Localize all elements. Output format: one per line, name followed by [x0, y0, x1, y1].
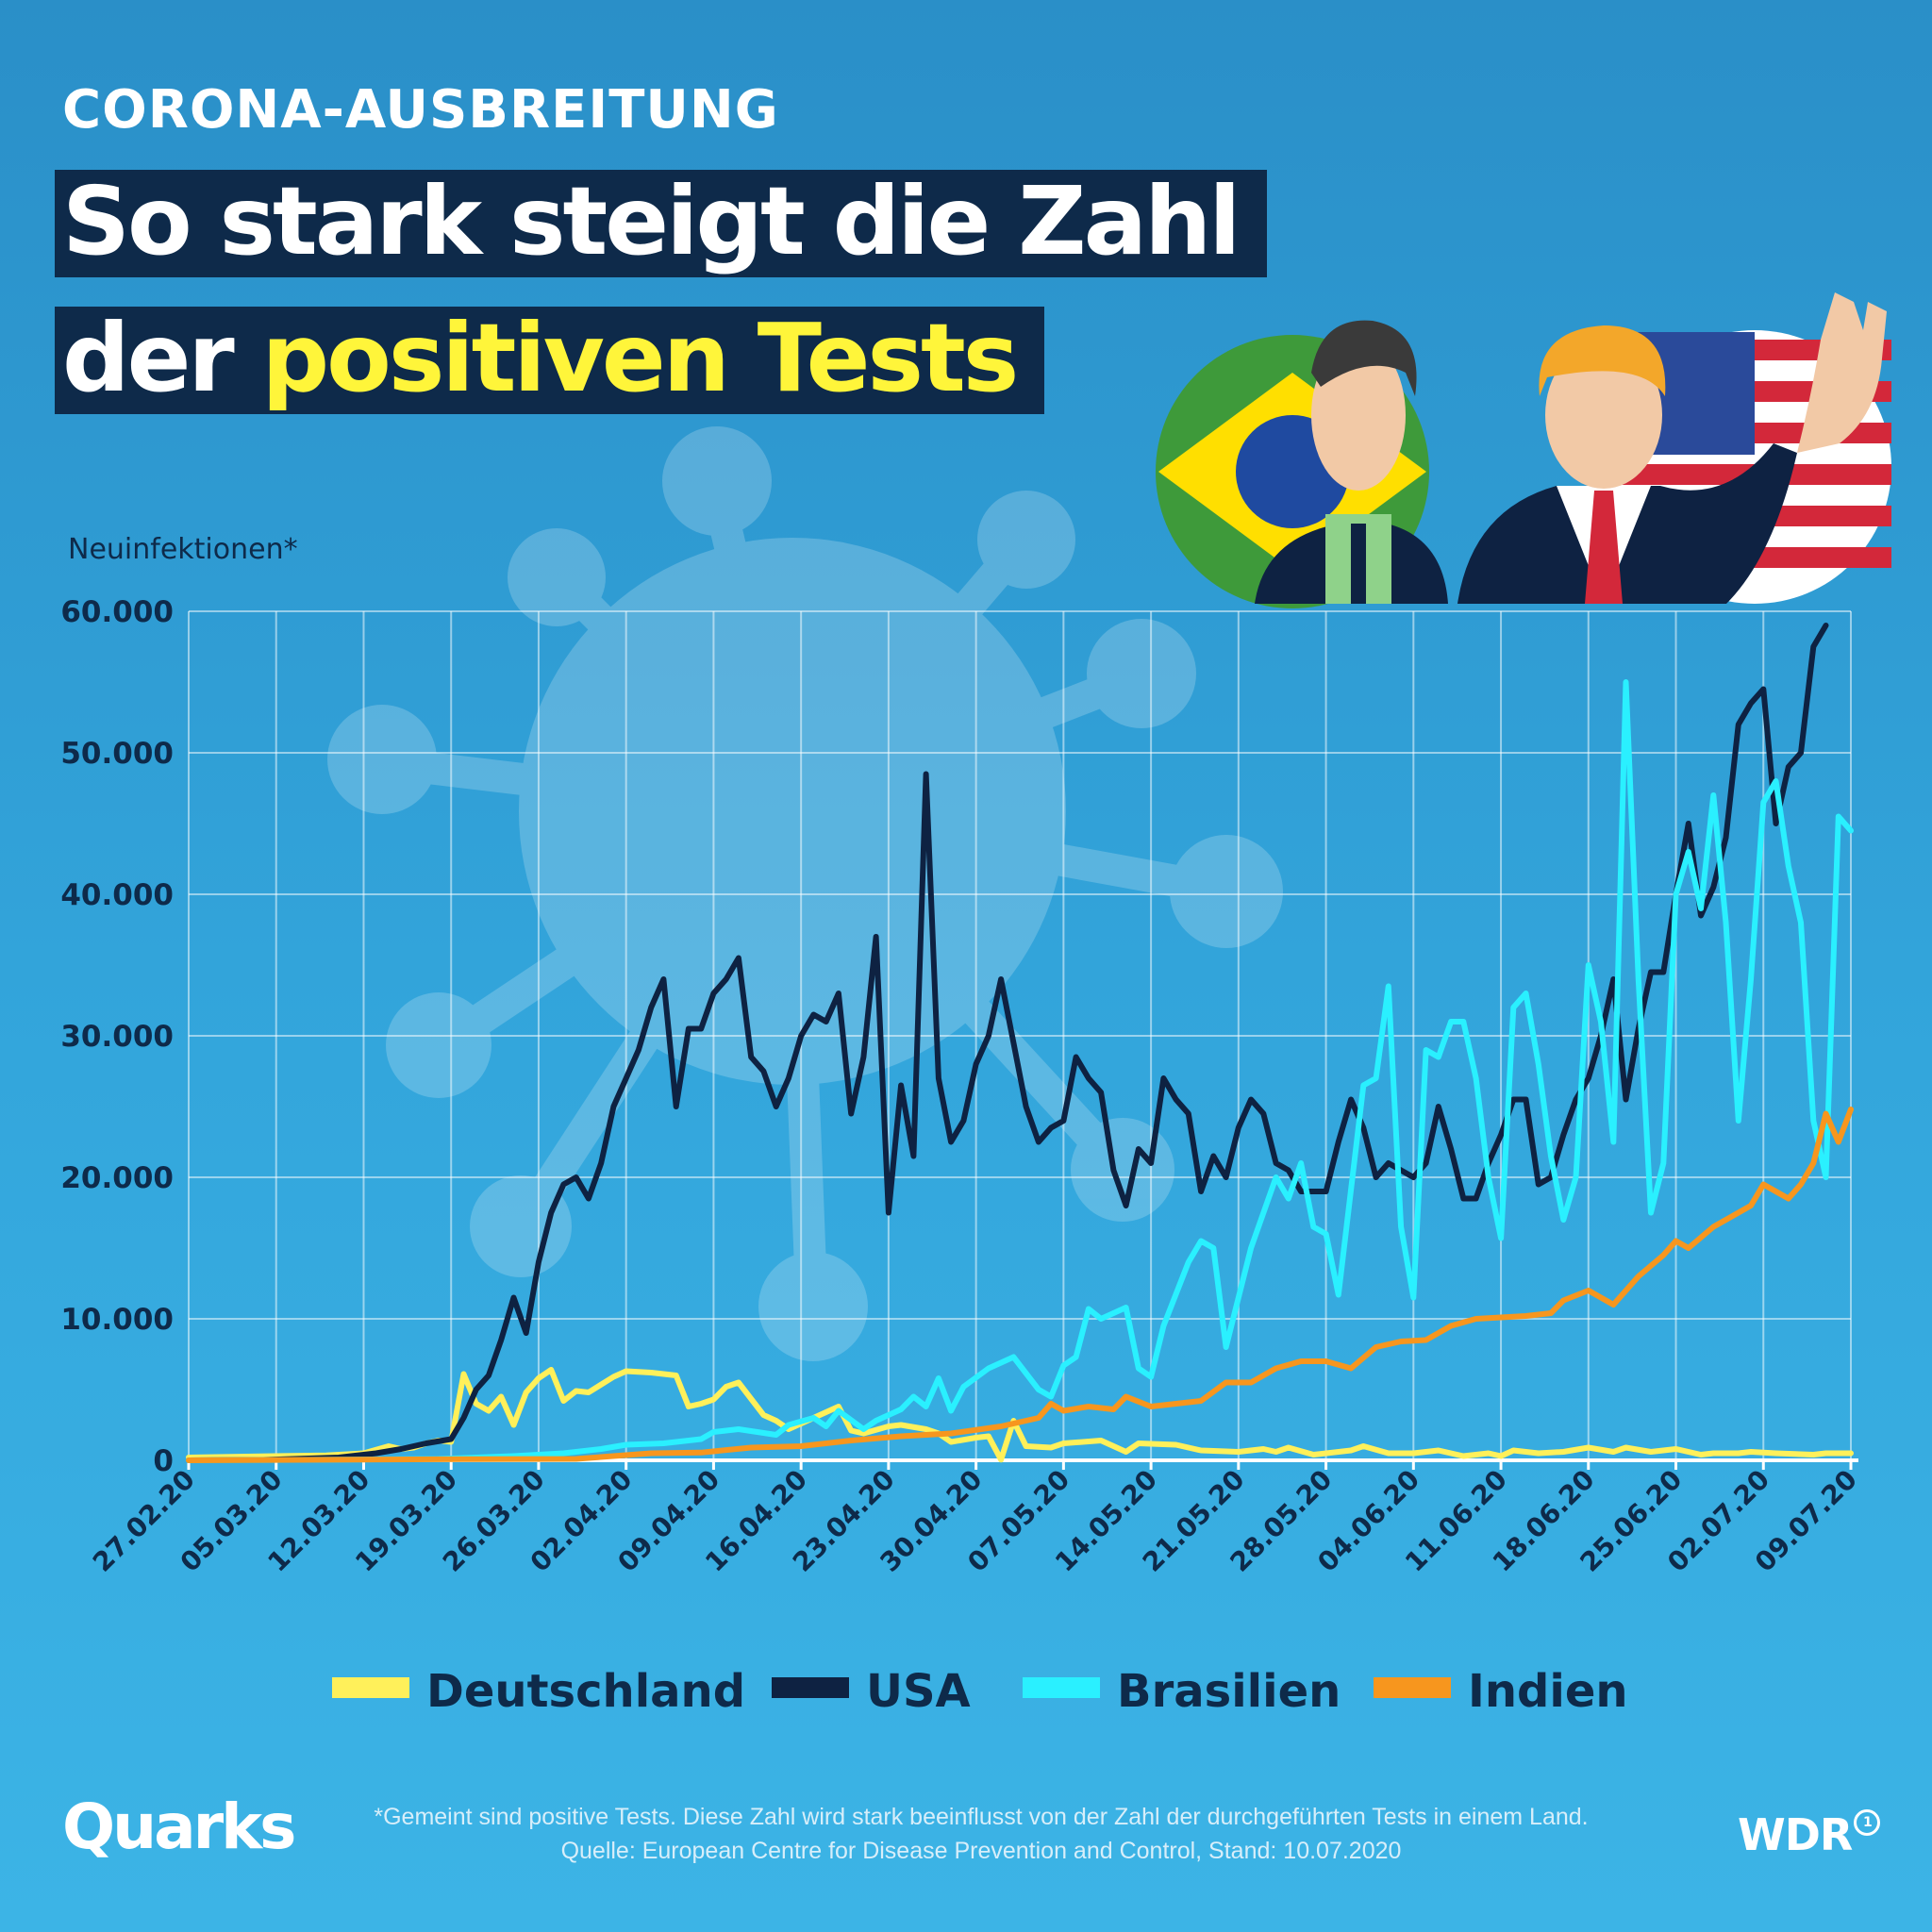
- legend-swatch: [332, 1677, 409, 1698]
- headline-plain: der: [62, 303, 262, 413]
- legend-label: USA: [866, 1665, 971, 1718]
- headline-highlight: positiven Tests: [261, 303, 1020, 413]
- legend-label: Brasilien: [1117, 1665, 1341, 1718]
- x-axis-ticks: 27.02.2005.03.2012.03.2019.03.2026.03.20…: [87, 1464, 1863, 1578]
- footnote: *Gemeint sind positive Tests. Diese Zahl…: [302, 1800, 1660, 1868]
- brazil-flag-portrait: [1156, 320, 1448, 608]
- usa-flag-portrait: [1457, 292, 1891, 604]
- legend-swatch: [1023, 1677, 1100, 1698]
- y-axis-ticks: 0 10.000 20.000 30.000 40.000 50.000 60.000: [60, 595, 174, 1478]
- y-tick-label: 0: [153, 1444, 174, 1478]
- footnote-text: *Gemeint sind positive Tests. Diese Zahl…: [374, 1804, 1589, 1830]
- legend-swatch: [1374, 1677, 1451, 1698]
- wdr-logo-text: WDR: [1738, 1809, 1853, 1860]
- legend-label: Indien: [1468, 1665, 1628, 1718]
- kicker-title: CORONA-AUSBREITUNG: [62, 79, 779, 141]
- legend-label: Deutschland: [426, 1665, 745, 1718]
- y-tick-label: 10.000: [60, 1303, 174, 1337]
- quarks-logo: Quarks: [62, 1790, 296, 1863]
- y-tick-label: 60.000: [60, 595, 174, 629]
- series-line-indien: [186, 1107, 1854, 1463]
- headline-line-1: So stark steigt die Zahl: [55, 170, 1267, 277]
- y-tick-label: 40.000: [60, 878, 174, 912]
- y-axis-label: Neuinfektionen*: [68, 533, 298, 566]
- headline-line-2: der positiven Tests: [55, 307, 1045, 414]
- legend-swatch: [772, 1677, 849, 1698]
- y-tick-label: 50.000: [60, 737, 174, 771]
- series-line-brasilien: [186, 679, 1854, 1463]
- wdr-logo: WDR 1: [1738, 1809, 1881, 1860]
- source-text: Quelle: European Centre for Disease Prev…: [560, 1838, 1402, 1864]
- y-tick-label: 30.000: [60, 1020, 174, 1054]
- series-line-deutschland: [186, 1367, 1854, 1463]
- virus-icon: [327, 426, 1283, 1361]
- ard-one-icon: 1: [1854, 1809, 1881, 1836]
- chart-series: [186, 623, 1854, 1463]
- series-line-usa: [186, 623, 1829, 1463]
- chart-legend: Deutschland USA Brasilien Indien: [332, 1665, 1628, 1718]
- y-tick-label: 20.000: [60, 1161, 174, 1195]
